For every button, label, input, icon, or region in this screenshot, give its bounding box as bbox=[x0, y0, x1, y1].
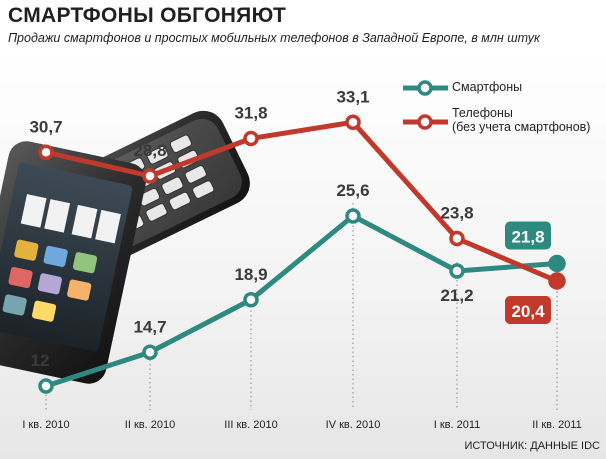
data-label: 33,1 bbox=[336, 87, 369, 106]
x-tick-label: II кв. 2010 bbox=[125, 419, 175, 431]
data-point bbox=[38, 144, 54, 160]
data-point bbox=[548, 272, 566, 290]
data-label: 30,7 bbox=[29, 117, 62, 136]
data-label: 23,8 bbox=[440, 204, 473, 223]
legend-label-smartphones: Смартфоны bbox=[452, 80, 523, 94]
data-point bbox=[142, 168, 158, 184]
data-label: 31,8 bbox=[234, 104, 267, 123]
data-label: 28,8 bbox=[133, 141, 166, 160]
vertical-guides bbox=[45, 203, 558, 410]
data-point bbox=[345, 114, 361, 130]
x-tick-label: IV кв. 2010 bbox=[326, 419, 381, 431]
data-label: 18,9 bbox=[234, 265, 267, 284]
chart-title: СМАРТФОНЫ ОБГОНЯЮТ bbox=[8, 4, 287, 27]
data-point bbox=[548, 254, 566, 273]
data-label: 20,4 bbox=[511, 302, 545, 321]
data-label: 21,8 bbox=[511, 228, 544, 247]
data-point bbox=[142, 344, 158, 360]
legend-label-phones: Телефоны bbox=[452, 106, 513, 120]
end-label-box bbox=[505, 221, 551, 250]
data-label: 25,6 bbox=[336, 181, 369, 200]
legend-label-phones-note: (без учета смартфонов) bbox=[452, 120, 591, 134]
data-point bbox=[345, 208, 361, 224]
series-line-phones bbox=[43, 119, 560, 284]
x-tick-label: III кв. 2010 bbox=[224, 419, 277, 431]
legend bbox=[403, 80, 448, 130]
x-tick-label: I кв. 2010 bbox=[22, 419, 69, 431]
data-markers bbox=[38, 114, 566, 394]
x-tick-label: I кв. 2011 bbox=[434, 419, 481, 431]
phones-illustration bbox=[0, 110, 250, 384]
data-point bbox=[243, 292, 259, 308]
data-label: 12 bbox=[31, 351, 50, 370]
end-label-box bbox=[505, 296, 551, 324]
x-tick-label: II кв. 2011 bbox=[532, 419, 582, 431]
legend-smartphones-marker bbox=[417, 80, 433, 96]
data-label: 14,7 bbox=[133, 317, 166, 336]
data-labels: 12 14,7 18,9 25,6 21,2 21,8 30,7 28,8 31,8 33,1 23… bbox=[29, 87, 551, 370]
data-point bbox=[38, 378, 54, 394]
chart-subtitle: Продажи смартфонов и простых мобильных т… bbox=[8, 31, 540, 45]
series-lines bbox=[43, 119, 560, 389]
x-axis-ticks: I кв. 2010 II кв. 2010 III кв. 2010 IV кв. … bbox=[22, 419, 581, 431]
series-line-smartphones bbox=[43, 213, 560, 389]
source-note: ИСТОЧНИК: ДАННЫЕ IDC bbox=[464, 440, 600, 452]
data-point bbox=[449, 230, 465, 247]
data-point bbox=[243, 130, 259, 147]
data-label: 21,2 bbox=[440, 286, 473, 305]
data-point bbox=[449, 263, 465, 279]
legend-phones-marker bbox=[417, 114, 433, 130]
